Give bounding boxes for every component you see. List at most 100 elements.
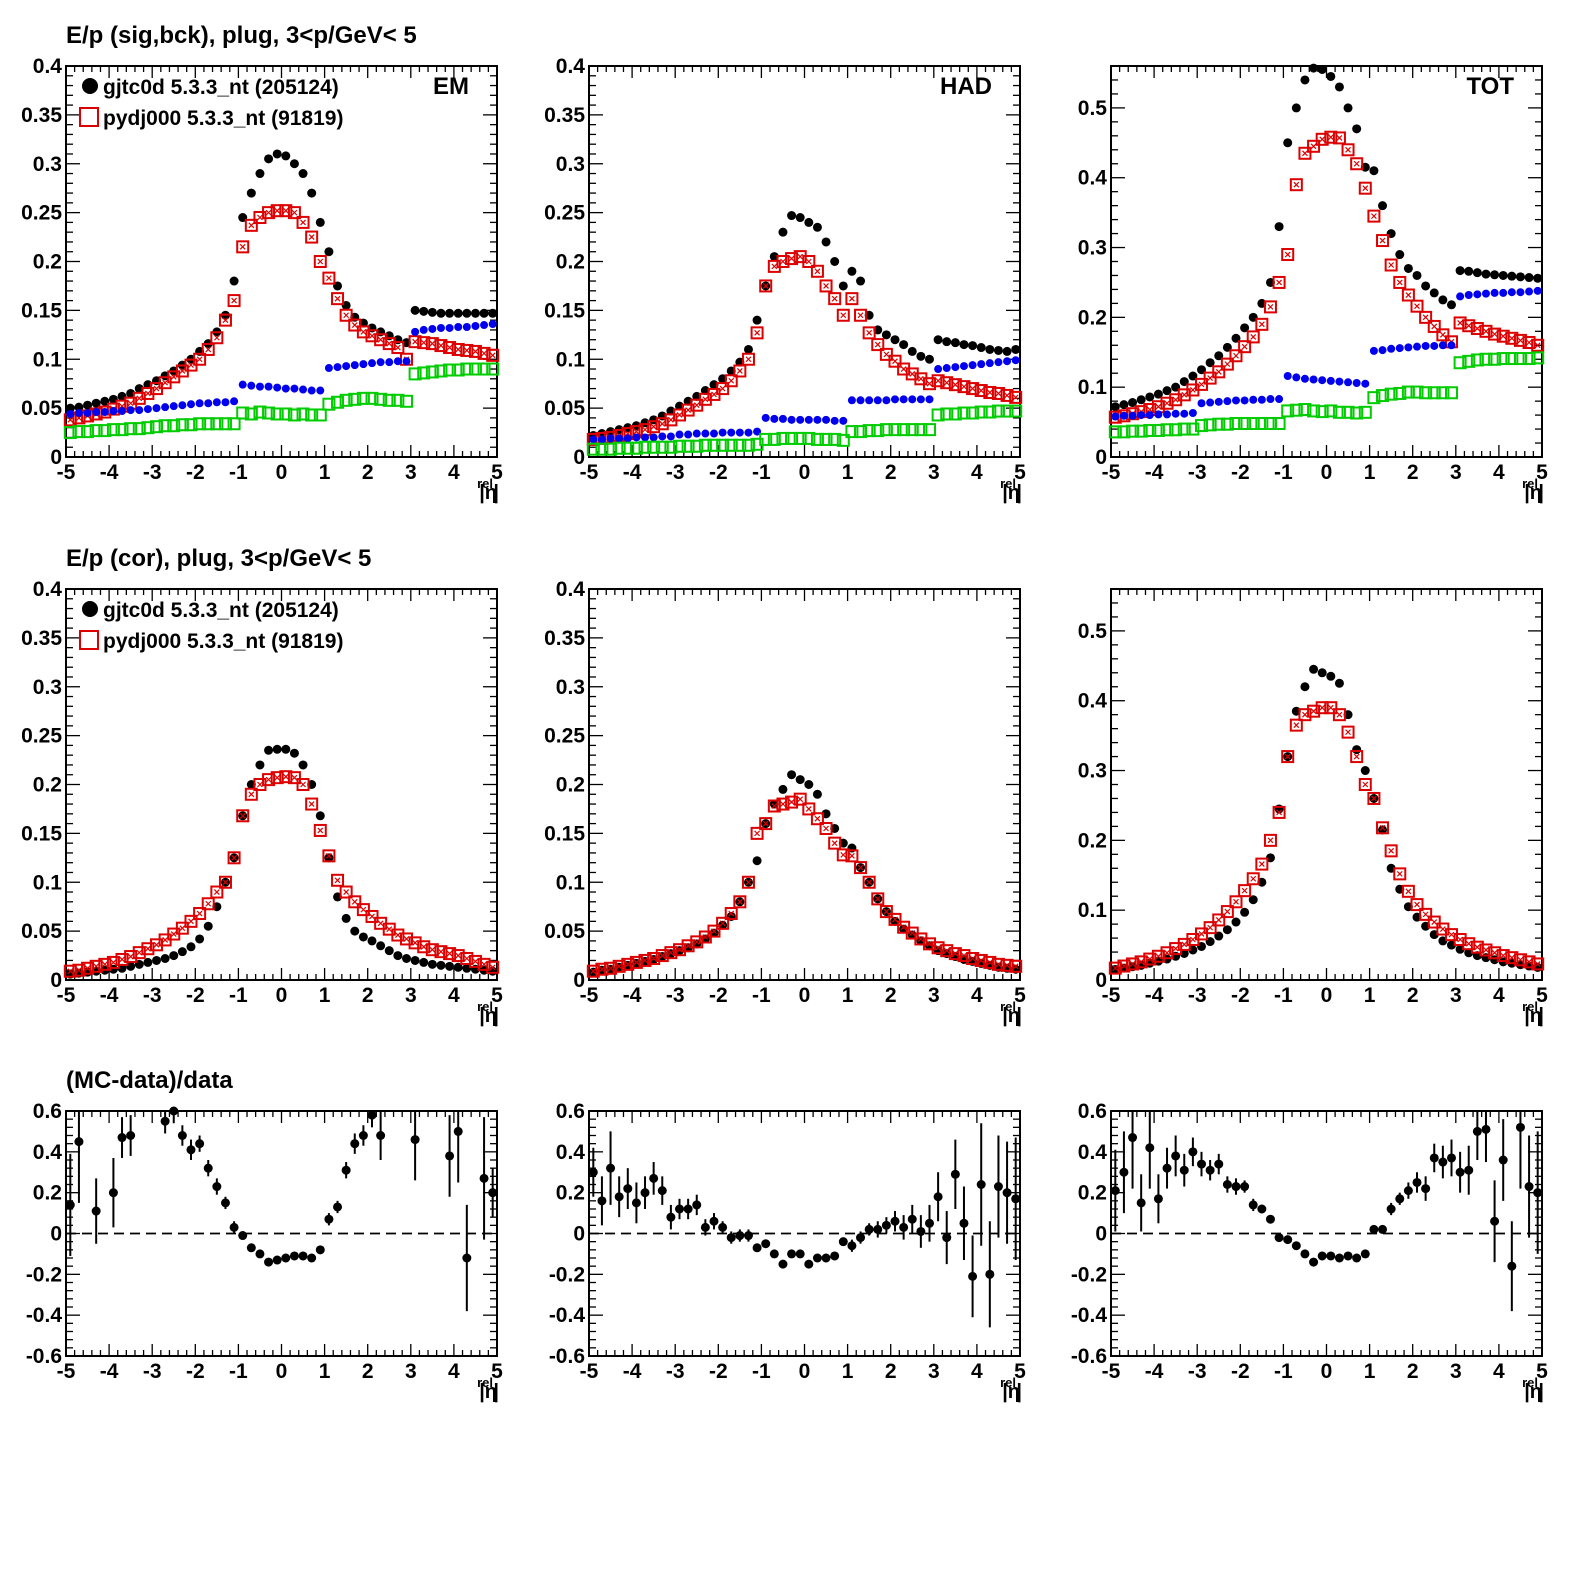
- data-point-cross: [1189, 936, 1196, 943]
- data-point-cross: [472, 958, 479, 965]
- x-tick-label: -2: [709, 984, 728, 1007]
- data-point-cross: [693, 402, 700, 409]
- data-point: [460, 343, 474, 357]
- data-point: [108, 1188, 118, 1198]
- data-point: [1214, 397, 1223, 406]
- data-point: [436, 960, 446, 970]
- data-point: [186, 1145, 196, 1155]
- data-point: [785, 795, 799, 809]
- data-point-cross: [1405, 888, 1412, 895]
- data-point-cross: [291, 209, 298, 216]
- data-point: [658, 432, 667, 441]
- data-point: [604, 442, 618, 456]
- data-point: [716, 382, 730, 396]
- data-point: [186, 942, 196, 952]
- data-point-cross: [961, 952, 967, 959]
- data-point-cross: [1379, 237, 1386, 244]
- data-point: [1376, 389, 1390, 403]
- data-point: [1272, 275, 1286, 289]
- data-point: [1128, 411, 1137, 420]
- data-point: [1317, 1251, 1327, 1261]
- x-tick-label: 5: [1014, 1360, 1026, 1383]
- data-point-cross: [1362, 781, 1369, 788]
- data-point-cross: [162, 936, 169, 943]
- data-point: [1298, 403, 1312, 417]
- x-axis-label-bar: |: [493, 1005, 499, 1027]
- data-point: [419, 957, 429, 967]
- data-point: [356, 391, 370, 405]
- data-point: [1361, 379, 1370, 388]
- data-point-cross: [909, 930, 916, 937]
- legend: gjtc0d 5.3.3_nt (205124) pydj000 5.3.3_nt…: [79, 599, 343, 653]
- data-point: [1324, 130, 1338, 144]
- data-point-cross: [943, 947, 950, 954]
- data-point: [1490, 288, 1499, 297]
- data-point: [623, 434, 632, 443]
- data-point-cross: [1207, 924, 1214, 931]
- data-point: [897, 423, 911, 437]
- data-point: [227, 417, 241, 431]
- data-point: [1498, 1155, 1508, 1165]
- data-point: [1203, 921, 1217, 935]
- data-point-cross: [633, 428, 640, 435]
- data-point-cross: [1491, 331, 1498, 338]
- data-point-cross: [463, 955, 470, 962]
- data-point-cross: [257, 214, 263, 221]
- data-point: [1011, 1194, 1021, 1204]
- data-point: [890, 335, 900, 345]
- data-point: [890, 1216, 900, 1226]
- data-point: [1283, 1235, 1293, 1245]
- data-point: [1169, 942, 1183, 956]
- data-point: [1231, 917, 1241, 927]
- data-point: [477, 346, 491, 360]
- y-tick-label: 0.2: [556, 774, 585, 797]
- data-point-cross: [67, 416, 74, 423]
- data-point-cross: [1241, 887, 1248, 894]
- x-axis-label-bar: |: [1016, 1005, 1022, 1027]
- data-point: [976, 1180, 986, 1189]
- data-point-cross: [429, 340, 436, 347]
- data-point-cross: [728, 377, 735, 384]
- data-point-cross: [144, 945, 151, 952]
- data-point: [845, 849, 859, 863]
- data-point: [1464, 266, 1474, 276]
- data-point: [83, 400, 93, 410]
- data-point: [778, 1259, 788, 1269]
- data-point: [434, 364, 448, 378]
- data-point-cross: [659, 420, 666, 427]
- data-point: [795, 213, 805, 223]
- data-point: [313, 823, 327, 837]
- data-point: [741, 352, 755, 366]
- data-point-cross: [1474, 944, 1481, 951]
- y-tick-label: 0.4: [1078, 167, 1108, 190]
- data-point-cross: [978, 387, 985, 394]
- data-point: [1421, 341, 1430, 350]
- x-tick-label: 5: [491, 1360, 503, 1383]
- data-point-cross: [1319, 704, 1326, 711]
- data-point: [98, 957, 112, 971]
- data-point: [759, 817, 773, 831]
- data-point: [460, 951, 474, 965]
- data-point: [1515, 1122, 1525, 1132]
- data-point: [356, 325, 370, 339]
- data-point-cross: [642, 426, 648, 433]
- data-point: [1324, 404, 1338, 418]
- data-point-cross: [900, 924, 907, 931]
- data-point: [382, 337, 396, 351]
- data-point: [1446, 300, 1456, 310]
- data-point: [770, 414, 779, 423]
- series-0: [65, 149, 498, 413]
- data-point: [1341, 405, 1355, 419]
- data-point: [1205, 358, 1215, 368]
- data-point-cross: [909, 370, 916, 377]
- series-1: [1108, 130, 1545, 424]
- y-tick-label: 0: [1095, 446, 1107, 469]
- data-point: [836, 848, 850, 862]
- data-point: [888, 912, 902, 926]
- series-3: [1108, 351, 1545, 439]
- y-tick-label: 0.05: [21, 920, 62, 943]
- data-point: [287, 206, 301, 220]
- data-point: [778, 227, 788, 237]
- data-point: [882, 396, 891, 405]
- data-point-cross: [360, 906, 367, 913]
